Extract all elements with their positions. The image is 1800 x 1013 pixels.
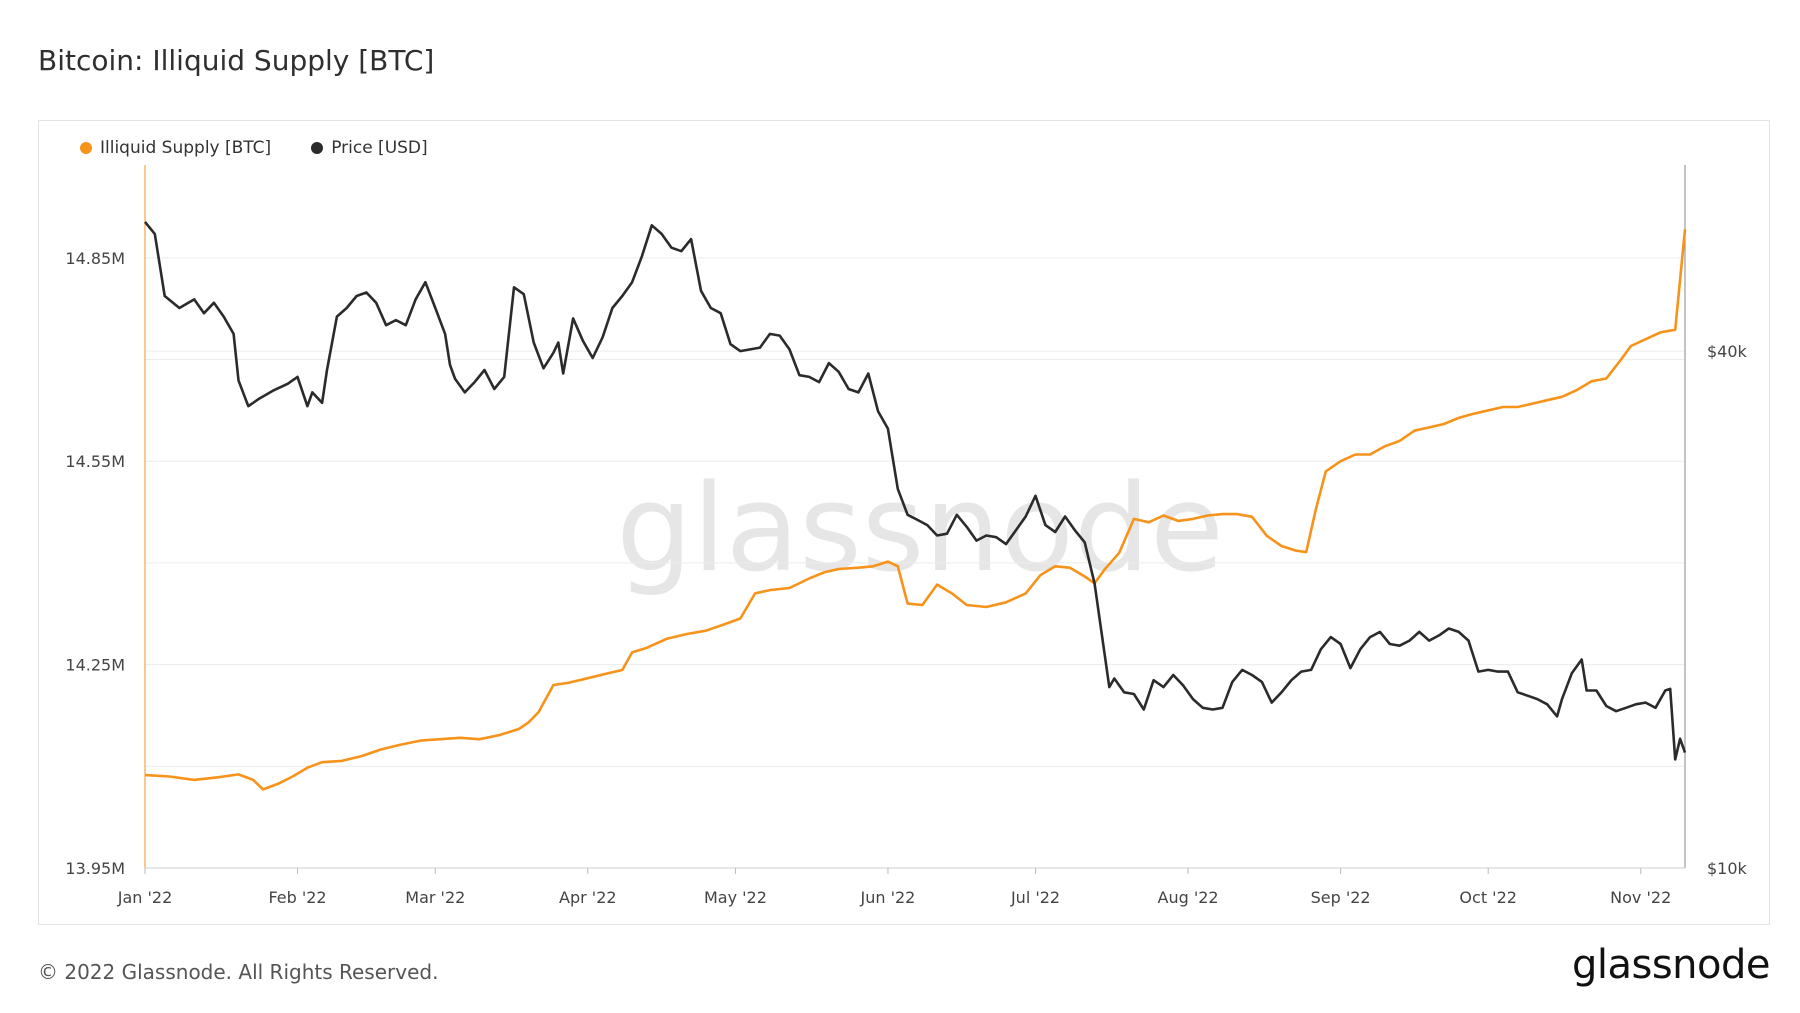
series-line-illiquid-supply (144, 229, 1687, 791)
x-tick-label: Oct '22 (1459, 888, 1517, 907)
x-tick-label: Mar '22 (405, 888, 465, 907)
chart-legend: Illiquid Supply [BTC] Price [USD] (80, 138, 428, 158)
legend-dot-price (311, 142, 324, 154)
grid-lines (145, 257, 1685, 869)
chart-title: Bitcoin: Illiquid Supply [BTC] (38, 44, 435, 77)
legend-label-price: Price [USD] (331, 138, 428, 158)
x-tick-label: Sep '22 (1311, 888, 1371, 907)
series-line-price (143, 221, 1687, 761)
legend-item-supply[interactable]: Illiquid Supply [BTC] (80, 138, 271, 158)
y-left-tick-label: 14.85M (65, 249, 125, 268)
y-left-tick-label: 14.55M (65, 452, 125, 471)
chart-frame (38, 120, 1770, 925)
y-left-tick-label: 14.25M (65, 656, 125, 675)
watermark-text: glassnode (616, 460, 1224, 599)
brand-logo: glassnode (1571, 942, 1771, 988)
y-right-tick-label: $10k (1707, 859, 1748, 878)
x-tick-label: Apr '22 (559, 888, 617, 907)
y-right-tick-label: $40k (1707, 342, 1748, 361)
x-tick-label: Aug '22 (1158, 888, 1219, 907)
y-left-tick-label: 13.95M (65, 859, 125, 878)
legend-item-price[interactable]: Price [USD] (311, 138, 428, 158)
legend-label-supply: Illiquid Supply [BTC] (100, 138, 272, 158)
copyright-footer: © 2022 Glassnode. All Rights Reserved. (38, 960, 439, 984)
legend-dot-supply (80, 142, 92, 154)
x-tick-label: Jun '22 (860, 888, 916, 907)
x-tick-label: Jul '22 (1010, 888, 1060, 907)
x-tick-label: Feb '22 (268, 888, 326, 907)
x-tick-label: May '22 (704, 888, 767, 907)
x-tick-label: Nov '22 (1610, 888, 1671, 907)
x-tick-label: Jan '22 (117, 888, 173, 907)
series-lines (143, 221, 1687, 791)
